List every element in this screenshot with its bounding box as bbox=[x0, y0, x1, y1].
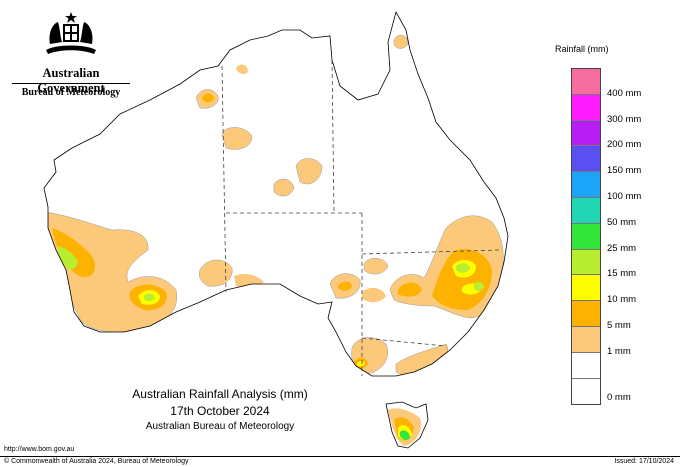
legend-label: 50 mm bbox=[607, 216, 637, 228]
border-nsw-vic bbox=[361, 337, 447, 347]
rain-area-nullarbor bbox=[199, 259, 233, 287]
legend-label: 150 mm bbox=[607, 165, 642, 177]
copyright: © Commonwealth of Australia 2024, Bureau… bbox=[4, 458, 189, 465]
legend-swatch bbox=[572, 378, 600, 405]
legend-swatch bbox=[572, 352, 600, 379]
legend-swatch bbox=[572, 69, 600, 95]
coat-of-arms-icon bbox=[46, 12, 96, 54]
rain-area-sa-south bbox=[351, 337, 388, 375]
rain-area-victoria bbox=[395, 343, 448, 376]
rain-area-hunter-25mm bbox=[474, 281, 484, 291]
rain-area-tasmania-25mm bbox=[400, 430, 410, 441]
legend-label: 5 mm bbox=[607, 320, 631, 331]
legend-label: 25 mm bbox=[607, 242, 637, 254]
rain-area-kimberley-5mm bbox=[202, 93, 214, 103]
rain-area-south-west-5mm bbox=[52, 228, 95, 278]
coastline bbox=[43, 10, 509, 377]
rain-area-cape-york bbox=[393, 34, 409, 49]
legend-swatch bbox=[572, 146, 600, 173]
issued-date: Issued: 17/10/2024 bbox=[614, 458, 674, 465]
rainfall-legend bbox=[571, 68, 601, 406]
government-name: Australian Government bbox=[37, 66, 105, 95]
border-nt-qld bbox=[331, 59, 335, 214]
legend-swatch bbox=[572, 249, 600, 276]
tasmania-rainfall bbox=[388, 408, 422, 446]
rain-area-nsw-25mm bbox=[456, 263, 470, 273]
rain-area-tanami bbox=[221, 127, 253, 150]
rain-area-sa-north bbox=[363, 258, 389, 275]
legend-swatch bbox=[572, 120, 600, 147]
rain-area-nullarbor-east bbox=[234, 274, 264, 288]
legend-label: 15 mm bbox=[607, 268, 637, 280]
legend-label: 200 mm bbox=[607, 139, 642, 151]
rain-area-adelaide-15mm bbox=[357, 360, 365, 367]
border-wa bbox=[221, 65, 227, 293]
map-date: 17th October 2024 bbox=[170, 404, 270, 418]
legend-swatch bbox=[572, 223, 600, 250]
rain-area-esperance-25mm bbox=[144, 293, 155, 302]
legend-label: 1 mm bbox=[607, 345, 631, 357]
rain-area-central-1 bbox=[295, 158, 323, 185]
legend-label: 100 mm bbox=[607, 191, 642, 202]
footer-divider bbox=[0, 456, 680, 457]
legend-swatch bbox=[572, 275, 600, 302]
rain-area-top-end bbox=[236, 64, 248, 75]
legend-swatch bbox=[572, 301, 600, 327]
rain-area-nsw-5mm bbox=[432, 248, 492, 310]
legend-label: 300 mm bbox=[607, 113, 642, 125]
government-logo: Australian Government Bureau of Meteorol… bbox=[8, 8, 134, 98]
rain-area-east-coast-5mm bbox=[398, 282, 422, 297]
legend-label: 10 mm bbox=[607, 294, 637, 306]
rain-area-eyre-5mm bbox=[338, 281, 352, 291]
legend-swatch bbox=[572, 197, 600, 224]
legend-label: 400 mm bbox=[607, 87, 642, 99]
map-title: Australian Rainfall Analysis (mm) bbox=[132, 387, 308, 401]
rainfall-shading bbox=[45, 34, 504, 376]
logo-divider bbox=[12, 83, 130, 84]
bom-url[interactable]: http://www.bom.gov.au bbox=[4, 446, 75, 453]
map-agency: Australian Bureau of Meteorology bbox=[145, 421, 295, 432]
border-qld-nsw bbox=[361, 249, 501, 255]
rain-area-south-west bbox=[45, 211, 178, 333]
legend-label: 0 mm bbox=[607, 392, 631, 404]
legend-swatch bbox=[572, 172, 600, 198]
rain-area-central-2 bbox=[273, 178, 295, 197]
state-borders bbox=[221, 59, 501, 376]
bureau-name: Bureau of Meteorology bbox=[21, 87, 121, 98]
legend-swatch bbox=[572, 326, 600, 353]
legend-swatch bbox=[572, 94, 600, 121]
legend-title: Rainfall (mm) bbox=[555, 44, 609, 54]
rain-area-sa-mid bbox=[362, 287, 386, 303]
